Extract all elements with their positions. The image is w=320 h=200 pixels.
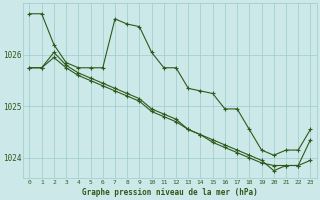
X-axis label: Graphe pression niveau de la mer (hPa): Graphe pression niveau de la mer (hPa) bbox=[82, 188, 258, 197]
